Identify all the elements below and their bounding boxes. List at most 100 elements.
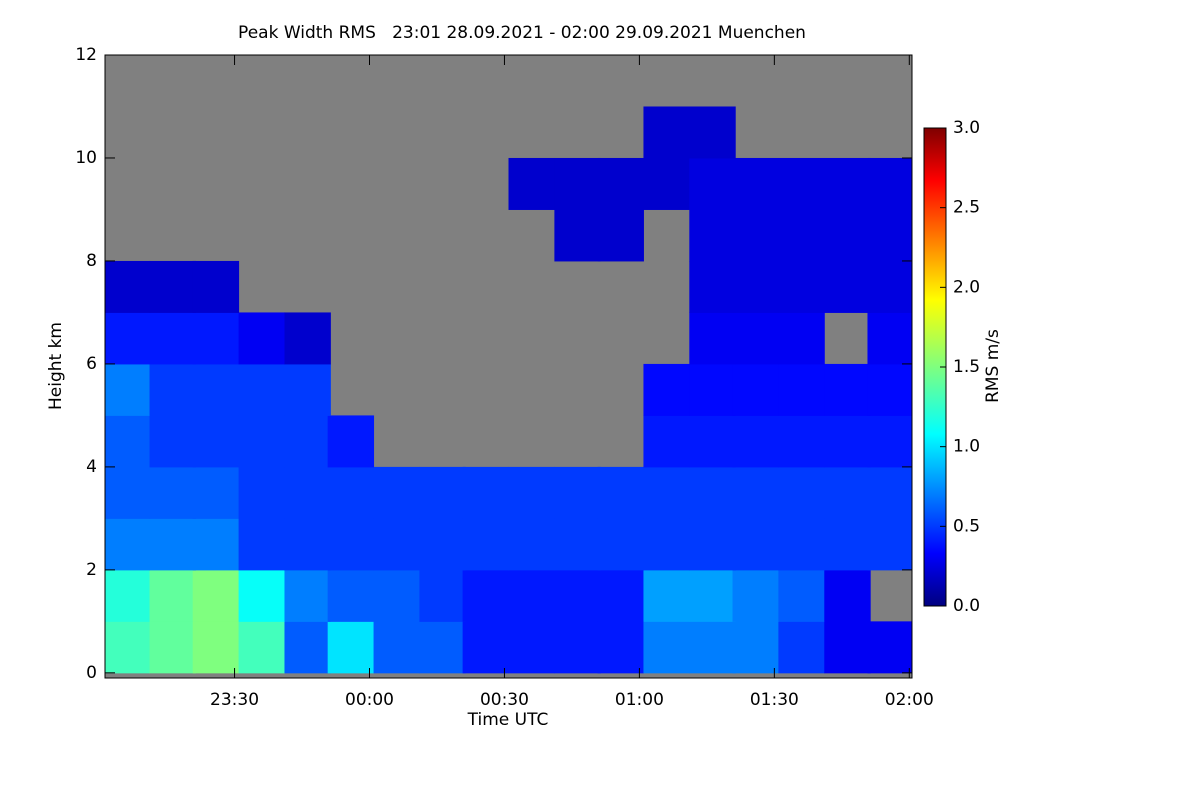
colorbar-label: RMS m/s <box>983 329 1003 403</box>
colorbar-tick-label: 0.5 <box>953 516 980 536</box>
heatmap-cell <box>689 415 736 468</box>
heatmap-cell <box>327 518 375 571</box>
heatmap-cell <box>192 569 240 622</box>
heatmap-cell <box>238 466 285 519</box>
y-tick-label: 0 <box>86 663 97 683</box>
colorbar-tick-label: 1.0 <box>953 437 980 457</box>
heatmap-cell <box>689 466 736 519</box>
colorbar-tick-label: 3.0 <box>953 118 980 138</box>
heatmap-cell <box>824 569 871 622</box>
x-tick-label: 00:00 <box>345 690 394 710</box>
heatmap-cell <box>732 518 779 571</box>
heatmap-cell <box>689 621 736 674</box>
heatmap-cell <box>824 157 871 210</box>
heatmap-cell <box>149 363 196 416</box>
heatmap-cell <box>105 312 151 365</box>
y-tick-label: 10 <box>75 148 97 168</box>
heatmap-cell <box>867 363 912 416</box>
heatmap-cell <box>732 260 779 313</box>
heatmap-cell <box>149 415 196 468</box>
heatmap-cell <box>597 209 644 262</box>
heatmap-cell <box>105 260 151 313</box>
x-tick-label: 23:30 <box>210 690 259 710</box>
heatmap-cell <box>643 621 690 674</box>
heatmap-cell <box>373 621 420 674</box>
heatmap-cell <box>149 312 196 365</box>
heatmap-cell <box>462 621 509 674</box>
heatmap-cell <box>419 621 466 674</box>
heatmap-cell <box>508 621 555 674</box>
heatmap-cell <box>284 363 331 416</box>
heatmap-cell <box>554 621 601 674</box>
heatmap <box>105 106 912 674</box>
y-tick-label: 6 <box>86 354 97 374</box>
heatmap-cell <box>149 260 196 313</box>
heatmap-cell <box>238 518 285 571</box>
heatmap-cell <box>105 466 151 519</box>
heatmap-cell <box>238 363 285 416</box>
heatmap-cell <box>689 209 736 262</box>
heatmap-cell <box>149 569 196 622</box>
heatmap-cell <box>824 518 871 571</box>
heatmap-cell <box>732 415 779 468</box>
heatmap-cell <box>778 312 825 365</box>
heatmap-cell <box>508 466 555 519</box>
heatmap-cell <box>554 209 601 262</box>
heatmap-cell <box>867 415 912 468</box>
heatmap-cell <box>867 260 912 313</box>
heatmap-cell <box>238 415 285 468</box>
heatmap-cell <box>824 621 871 674</box>
heatmap-cell <box>732 466 779 519</box>
heatmap-cell <box>778 621 825 674</box>
heatmap-cell <box>327 569 375 622</box>
heatmap-cell <box>105 518 151 571</box>
heatmap-cell <box>778 157 825 210</box>
heatmap-cell <box>554 157 601 210</box>
heatmap-cell <box>778 260 825 313</box>
heatmap-cell <box>689 312 736 365</box>
heatmap-cell <box>867 621 912 674</box>
y-axis-label: Height km <box>46 322 66 410</box>
heatmap-cell <box>867 209 912 262</box>
heatmap-cell <box>105 415 151 468</box>
colorbar-tick-label: 2.0 <box>953 277 980 297</box>
heatmap-cell <box>643 518 690 571</box>
heatmap-cell <box>689 518 736 571</box>
heatmap-cell <box>689 106 736 159</box>
heatmap-cell <box>554 466 601 519</box>
heatmap-cell <box>867 157 912 210</box>
heatmap-cell <box>149 518 196 571</box>
chart-title: Peak Width RMS 23:01 28.09.2021 - 02:00 … <box>238 23 806 43</box>
heatmap-cell <box>597 621 644 674</box>
heatmap-cell <box>327 415 375 468</box>
heatmap-cell <box>508 157 555 210</box>
heatmap-cell <box>689 260 736 313</box>
x-tick-label: 02:00 <box>885 690 934 710</box>
heatmap-cell <box>149 621 196 674</box>
heatmap-cell <box>867 312 912 365</box>
heatmap-cell <box>238 621 285 674</box>
heatmap-cell <box>778 209 825 262</box>
colorbar-tick-label: 0.0 <box>953 596 980 616</box>
heatmap-cell <box>824 209 871 262</box>
heatmap-cell <box>238 312 285 365</box>
x-axis-label: Time UTC <box>467 710 549 730</box>
heatmap-cell <box>105 569 151 622</box>
heatmap-cell <box>192 518 240 571</box>
heatmap-cell <box>643 363 690 416</box>
y-tick-label: 2 <box>86 560 97 580</box>
heatmap-cell <box>824 363 871 416</box>
y-tick-label: 4 <box>86 457 97 477</box>
heatmap-cell <box>778 569 825 622</box>
heatmap-cell <box>284 518 331 571</box>
heatmap-cell <box>597 157 644 210</box>
heatmap-cell <box>192 466 240 519</box>
heatmap-cell <box>824 260 871 313</box>
heatmap-cell <box>732 569 779 622</box>
heatmap-cell <box>732 157 779 210</box>
heatmap-cell <box>732 621 779 674</box>
heatmap-cell <box>689 363 736 416</box>
heatmap-cell <box>192 363 240 416</box>
y-tick-label: 8 <box>86 251 97 271</box>
